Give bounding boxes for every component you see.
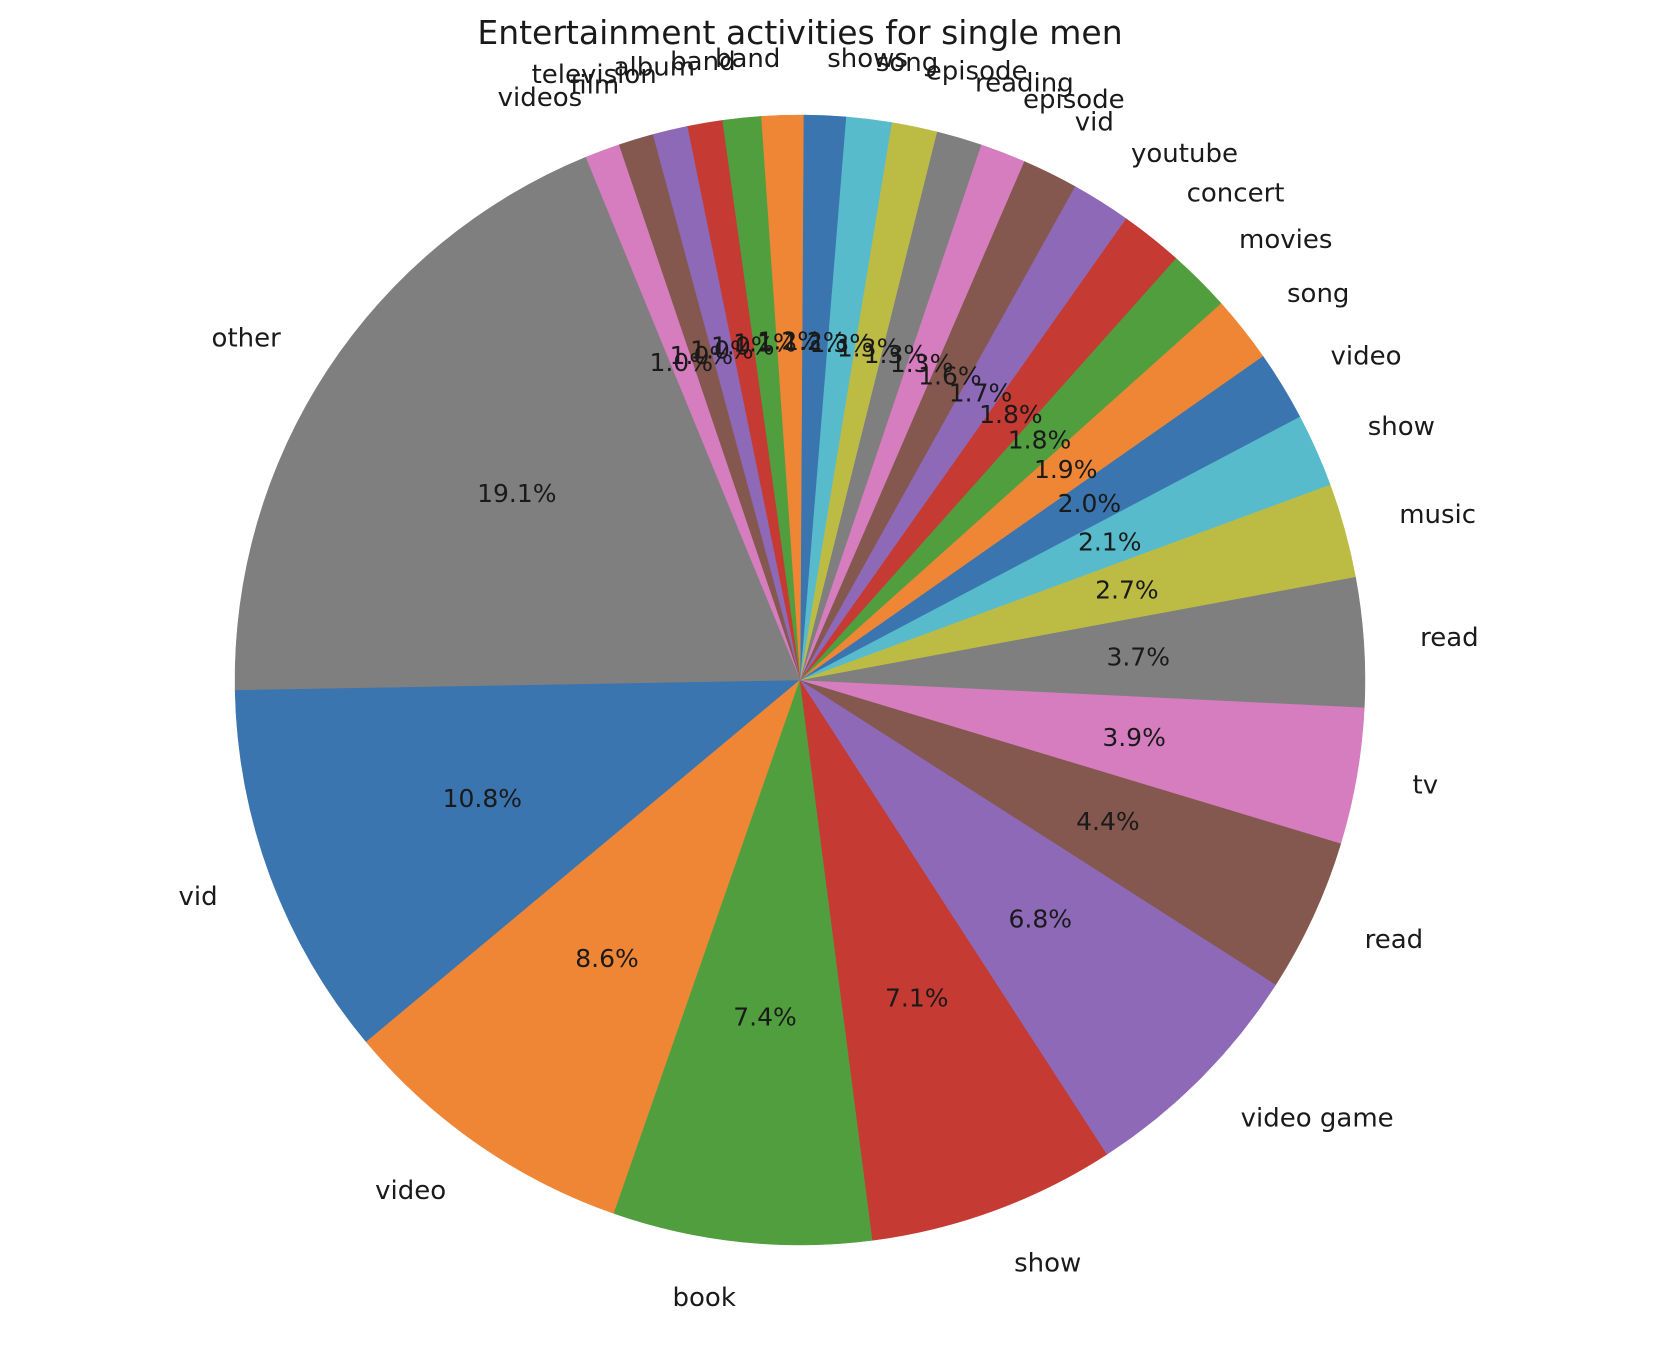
slice-percent-episode: 1.3% (890, 349, 954, 378)
slice-percent-film: 1.0% (670, 341, 734, 370)
slice-label-read: read (1365, 925, 1424, 955)
slice-label-band: band (715, 44, 780, 74)
slice-percent-shows: 1.2% (783, 327, 847, 356)
slice-label-episode: episode (1023, 85, 1125, 115)
slice-percent-band: 1.2% (758, 327, 822, 356)
slice-label-other: other (212, 323, 282, 353)
slice-label-vid: vid (178, 882, 217, 912)
slice-percent-read: 4.4% (1076, 807, 1140, 836)
slice-percent-vid: 10.8% (443, 784, 522, 813)
slice-label-reading: reading (975, 69, 1074, 99)
pie-labels: vid 10.8% video 8.6% book 7.4% show 7.1% video g… (178, 44, 1478, 1313)
slice-label-film: film (570, 70, 619, 100)
slice-percent-video-game: 6.8% (1009, 905, 1073, 934)
slice-percent-read: 3.7% (1106, 643, 1170, 672)
slice-label-videos: videos (498, 83, 583, 113)
slice-percent-video: 2.0% (1058, 489, 1122, 518)
slice-percent-book: 7.4% (733, 1003, 797, 1032)
slice-label-movies: movies (1239, 225, 1332, 255)
slice-percent-show: 2.1% (1078, 528, 1142, 557)
slice-percent-album: 1.0% (711, 331, 775, 360)
pie-slice-book (613, 679, 873, 1246)
slice-label-youtube: youtube (1131, 139, 1238, 169)
slice-label-television: television (532, 60, 657, 90)
chart-title: Entertainment activities for single men (477, 13, 1122, 52)
slice-percent-song: 1.3% (810, 329, 874, 358)
slice-label-vid: vid (1075, 108, 1114, 138)
slice-label-tv: tv (1413, 771, 1439, 801)
slice-percent-reading: 1.3% (864, 340, 928, 369)
pie-slice-video-game (799, 679, 1277, 1155)
slice-percent-television: 1.0% (690, 336, 754, 365)
slice-percent-episode: 1.3% (837, 334, 901, 363)
slice-label-episode: episode (926, 56, 1028, 86)
slice-label-concert: concert (1187, 178, 1285, 208)
slice-percent-movies: 1.8% (1008, 426, 1072, 455)
slice-label-show: show (1368, 412, 1435, 442)
pie-slice-show (799, 679, 1108, 1241)
slice-percent-show: 7.1% (885, 984, 949, 1013)
slice-percent-song: 1.9% (1034, 455, 1098, 484)
slice-label-shows: shows (827, 44, 908, 74)
slice-percent-tv: 3.9% (1102, 723, 1166, 752)
slice-label-read: read (1420, 623, 1479, 653)
slice-label-music: music (1399, 500, 1476, 530)
slice-percent-band: 1.1% (733, 328, 797, 357)
slice-percent-concert: 1.8% (979, 400, 1043, 429)
slice-label-song: song (876, 48, 938, 78)
slice-label-show: show (1014, 1249, 1081, 1279)
slice-label-video: video (375, 1176, 446, 1206)
slice-percent-youtube: 1.7% (949, 379, 1013, 408)
slice-percent-vid: 1.6% (918, 361, 982, 390)
slice-percent-other: 19.1% (477, 479, 556, 508)
slice-label-video-game: video game (1241, 1103, 1394, 1133)
slice-percent-videos: 1.0% (649, 348, 713, 377)
slice-label-band: band (670, 47, 735, 77)
pie-slice-vid (234, 679, 801, 1043)
slice-label-song: song (1287, 279, 1349, 309)
slice-label-video: video (1331, 341, 1402, 371)
pie-slice-video (365, 679, 801, 1214)
pie-slice-other (234, 156, 801, 691)
slice-percent-video: 8.6% (575, 944, 639, 973)
pie-slices (234, 114, 1366, 1246)
slice-percent-music: 2.7% (1095, 576, 1159, 605)
slice-label-album: album (614, 52, 695, 82)
slice-label-book: book (673, 1283, 736, 1313)
